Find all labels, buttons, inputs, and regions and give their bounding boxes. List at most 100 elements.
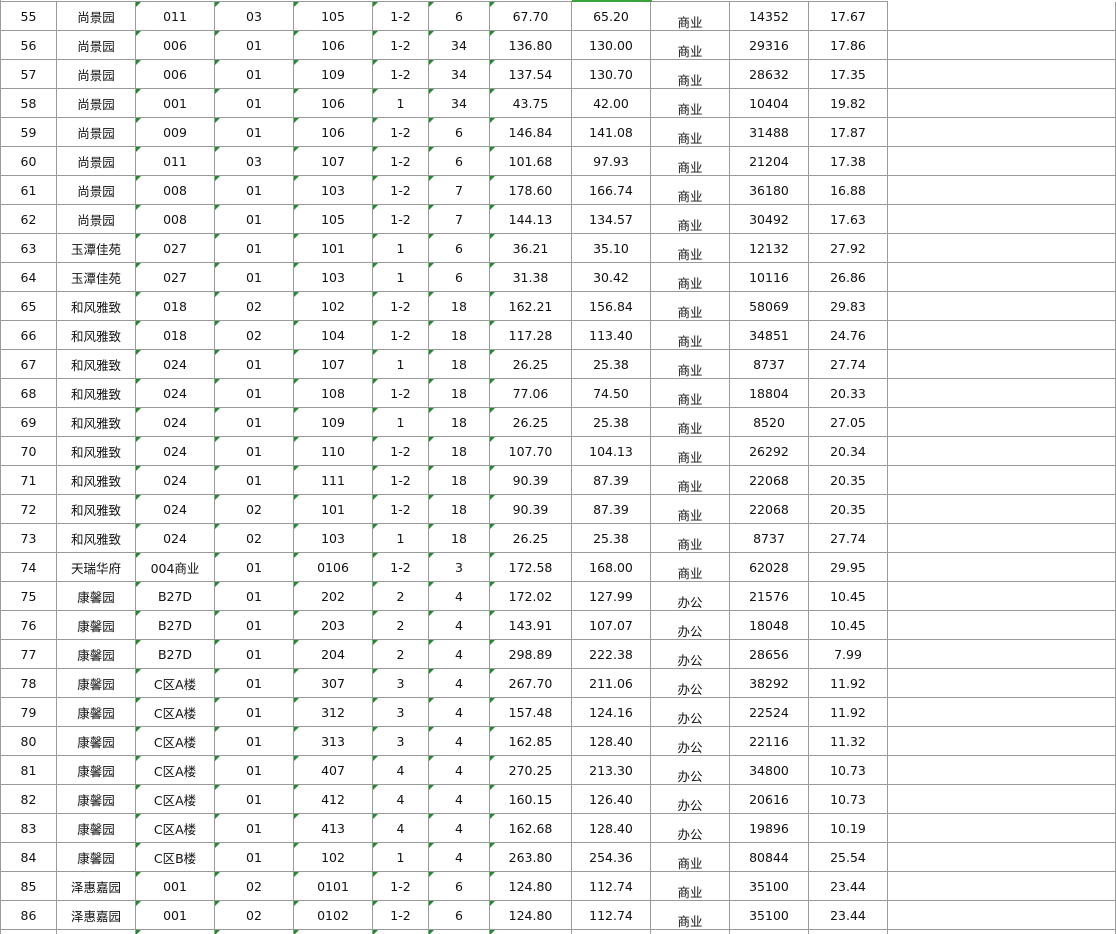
table-cell: 办公 <box>651 814 730 843</box>
table-cell: 4 <box>429 756 490 785</box>
table-cell: 11.32 <box>809 727 888 756</box>
empty-cell <box>373 930 429 934</box>
row-number: 60 <box>1 147 57 176</box>
table-cell: 024 <box>136 379 215 408</box>
table-cell: 109 <box>294 408 373 437</box>
table-cell: 4 <box>429 785 490 814</box>
table-cell: 009 <box>136 118 215 147</box>
table-cell: 4 <box>373 814 429 843</box>
table-cell: 玉潭佳苑 <box>57 263 136 292</box>
table-cell: 109 <box>294 60 373 89</box>
table-cell: 01 <box>215 582 294 611</box>
table-cell: 024 <box>136 524 215 553</box>
table-cell: 和风雅致 <box>57 379 136 408</box>
table-cell: 162.68 <box>490 814 572 843</box>
table-cell: C区A楼 <box>136 727 215 756</box>
empty-cell <box>888 553 1116 582</box>
table-cell: 65.20 <box>572 2 651 31</box>
empty-cell <box>888 843 1116 872</box>
table-cell: 34 <box>429 31 490 60</box>
table-cell: 01 <box>215 176 294 205</box>
table-cell: 3 <box>373 698 429 727</box>
table-cell: 17.35 <box>809 60 888 89</box>
table-cell: 34851 <box>730 321 809 350</box>
table-cell: 1-2 <box>373 901 429 930</box>
table-cell: 25.54 <box>809 843 888 872</box>
table-cell: 01 <box>215 118 294 147</box>
empty-cell <box>888 379 1116 408</box>
table-cell: 312 <box>294 698 373 727</box>
table-cell: 康馨园 <box>57 756 136 785</box>
table-cell: 01 <box>215 727 294 756</box>
table-cell: 20.33 <box>809 379 888 408</box>
table-cell: 103 <box>294 176 373 205</box>
empty-cell <box>888 901 1116 930</box>
row-number: 56 <box>1 31 57 60</box>
empty-cell <box>1 930 57 934</box>
table-cell: 36.21 <box>490 234 572 263</box>
table-cell: 213.30 <box>572 756 651 785</box>
table-cell: 162.21 <box>490 292 572 321</box>
table-cell: 307 <box>294 669 373 698</box>
table-cell: 和风雅致 <box>57 495 136 524</box>
table-cell: 尚景园 <box>57 205 136 234</box>
empty-cell <box>888 611 1116 640</box>
table-cell: 尚景园 <box>57 147 136 176</box>
table-cell: 17.87 <box>809 118 888 147</box>
table-cell: 02 <box>215 524 294 553</box>
empty-cell <box>888 292 1116 321</box>
table-cell: 006 <box>136 31 215 60</box>
table-cell: 34 <box>429 89 490 118</box>
table-cell: 和风雅致 <box>57 437 136 466</box>
table-cell: 01 <box>215 234 294 263</box>
table-cell: 商业 <box>651 843 730 872</box>
table-cell: 29.95 <box>809 553 888 582</box>
table-cell: 18 <box>429 495 490 524</box>
table-cell: 107 <box>294 147 373 176</box>
table-cell: 28632 <box>730 60 809 89</box>
empty-cell <box>136 930 215 934</box>
table-cell: 107.07 <box>572 611 651 640</box>
empty-cell <box>888 872 1116 901</box>
table-cell: 2 <box>373 640 429 669</box>
table-cell: 31.38 <box>490 263 572 292</box>
table-cell: 22116 <box>730 727 809 756</box>
row-number: 59 <box>1 118 57 147</box>
empty-cell <box>888 234 1116 263</box>
table-cell: 01 <box>215 756 294 785</box>
table-cell: 1 <box>373 263 429 292</box>
table-cell: 203 <box>294 611 373 640</box>
table-cell: 18 <box>429 379 490 408</box>
table-cell: 102 <box>294 843 373 872</box>
table-cell: 办公 <box>651 611 730 640</box>
table-cell: 01 <box>215 89 294 118</box>
table-cell: 10.73 <box>809 785 888 814</box>
table-cell: 尚景园 <box>57 89 136 118</box>
table-cell: 商业 <box>651 292 730 321</box>
table-cell: 6 <box>429 872 490 901</box>
table-cell: 111 <box>294 466 373 495</box>
empty-cell <box>888 727 1116 756</box>
table-cell: 29316 <box>730 31 809 60</box>
table-cell: 0101 <box>294 872 373 901</box>
table-cell: 18 <box>429 466 490 495</box>
table-cell: 商业 <box>651 205 730 234</box>
row-number: 55 <box>1 2 57 31</box>
table-cell: 101.68 <box>490 147 572 176</box>
table-cell: 01 <box>215 669 294 698</box>
empty-cell <box>809 930 888 934</box>
table-cell: 10.45 <box>809 611 888 640</box>
table-cell: C区B楼 <box>136 843 215 872</box>
table-cell: 222.38 <box>572 640 651 669</box>
table-cell: 011 <box>136 2 215 31</box>
empty-cell <box>888 640 1116 669</box>
row-number: 57 <box>1 60 57 89</box>
table-cell: 157.48 <box>490 698 572 727</box>
table-cell: 1-2 <box>373 176 429 205</box>
table-cell: 19896 <box>730 814 809 843</box>
table-cell: 尚景园 <box>57 2 136 31</box>
table-cell: 24.76 <box>809 321 888 350</box>
table-cell: 128.40 <box>572 727 651 756</box>
table-cell: 玉潭佳苑 <box>57 234 136 263</box>
table-cell: 商业 <box>651 31 730 60</box>
